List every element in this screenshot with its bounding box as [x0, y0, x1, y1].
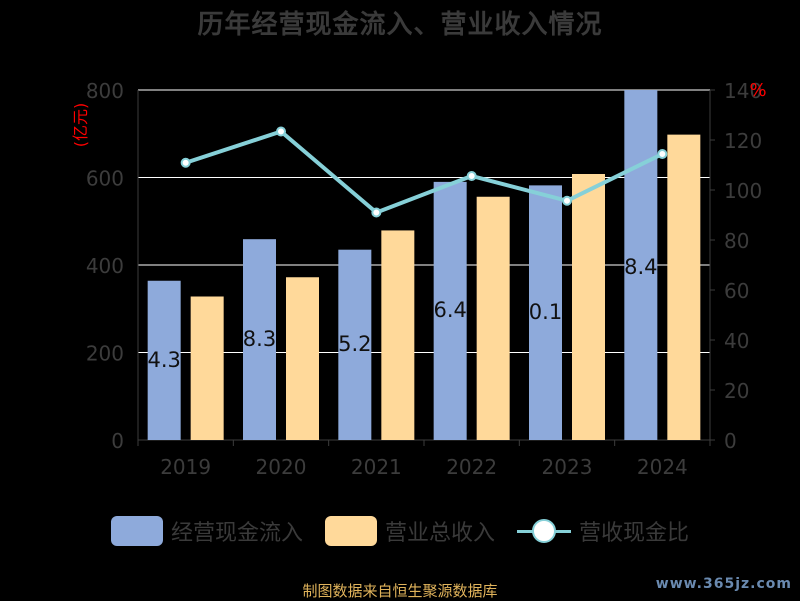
legend-swatch-revenue: [324, 516, 377, 546]
legend-swatch-cash-inflow: [110, 516, 163, 546]
y-left-tick-label: 200: [86, 342, 124, 366]
y-right-tick-label: 60: [724, 279, 749, 303]
y-right-tick-label: 100: [724, 179, 762, 203]
legend-item-revenue[interactable]: 营业总收入: [324, 515, 495, 547]
legend-swatch-cash-ratio: [517, 516, 571, 546]
x-tick-label: 2019: [160, 455, 211, 479]
point-cash-ratio: [657, 149, 668, 159]
y-left-axis-label: (亿元): [71, 103, 90, 148]
y-right-tick-label: 140: [724, 79, 762, 103]
legend-label-cash-inflow: 经营现金流入: [170, 521, 303, 546]
bar-cash-inflow: [243, 239, 276, 440]
x-tick-label: 2022: [446, 455, 497, 479]
legend-label-revenue: 营业总收入: [384, 521, 495, 546]
bar-cash-inflow: [338, 249, 372, 440]
data-label: 6.4: [433, 298, 466, 322]
x-tick-label: 2021: [351, 455, 402, 479]
y-right-axis-label: %: [749, 80, 766, 101]
bar-revenue: [476, 196, 510, 440]
legend-item-cash-ratio[interactable]: 营收现金比: [517, 515, 689, 547]
point-cash-ratio: [371, 207, 382, 218]
chart-title: 历年经营现金流入、营业收入情况: [197, 10, 603, 40]
bar-revenue: [572, 174, 605, 440]
y-left-tick-label: 400: [86, 254, 124, 278]
y-left-tick-label: 800: [86, 79, 124, 103]
point-cash-ratio: [466, 171, 477, 181]
point-cash-ratio: [180, 157, 191, 168]
line-cash-ratio: [185, 129, 664, 215]
y-right-tick-label: 120: [724, 129, 762, 153]
source-note: 制图数据来自恒生聚源数据库: [302, 582, 498, 600]
y-right-tick-label: 0: [724, 429, 737, 453]
bar-revenue: [667, 134, 701, 440]
legend-label-cash-ratio: 营收现金比: [579, 521, 690, 546]
bar-cash-inflow: [529, 185, 562, 440]
data-label: 0.1: [529, 300, 562, 324]
data-label: 8.3: [243, 327, 276, 351]
bar-cash-inflow: [433, 181, 467, 440]
data-label: 4.3: [147, 348, 180, 372]
legend-item-cash-inflow[interactable]: 经营现金流入: [110, 515, 303, 547]
point-cash-ratio: [562, 195, 572, 206]
x-tick-label: 2024: [637, 455, 688, 479]
y-right-tick-label: 80: [724, 229, 749, 253]
y-left-tick-label: 600: [86, 167, 124, 191]
bar-cash-inflow: [624, 90, 658, 440]
y-right-tick-label: 20: [724, 379, 749, 403]
point-cash-ratio: [276, 126, 286, 137]
bar-revenue: [190, 296, 224, 440]
bar-revenue: [286, 277, 319, 440]
data-label: 8.4: [624, 255, 657, 279]
bar-cash-inflow: [147, 280, 181, 440]
data-label: 5.2: [338, 332, 371, 356]
bar-revenue: [381, 230, 415, 440]
x-tick-label: 2020: [256, 455, 307, 479]
legend: 经营现金流入 营业总收入 营收现金比: [0, 515, 800, 547]
y-left-tick-label: 0: [111, 429, 124, 453]
y-right-tick-label: 40: [724, 329, 749, 353]
watermark-logo: www.365jz.com: [655, 576, 792, 592]
x-tick-label: 2023: [542, 455, 593, 479]
